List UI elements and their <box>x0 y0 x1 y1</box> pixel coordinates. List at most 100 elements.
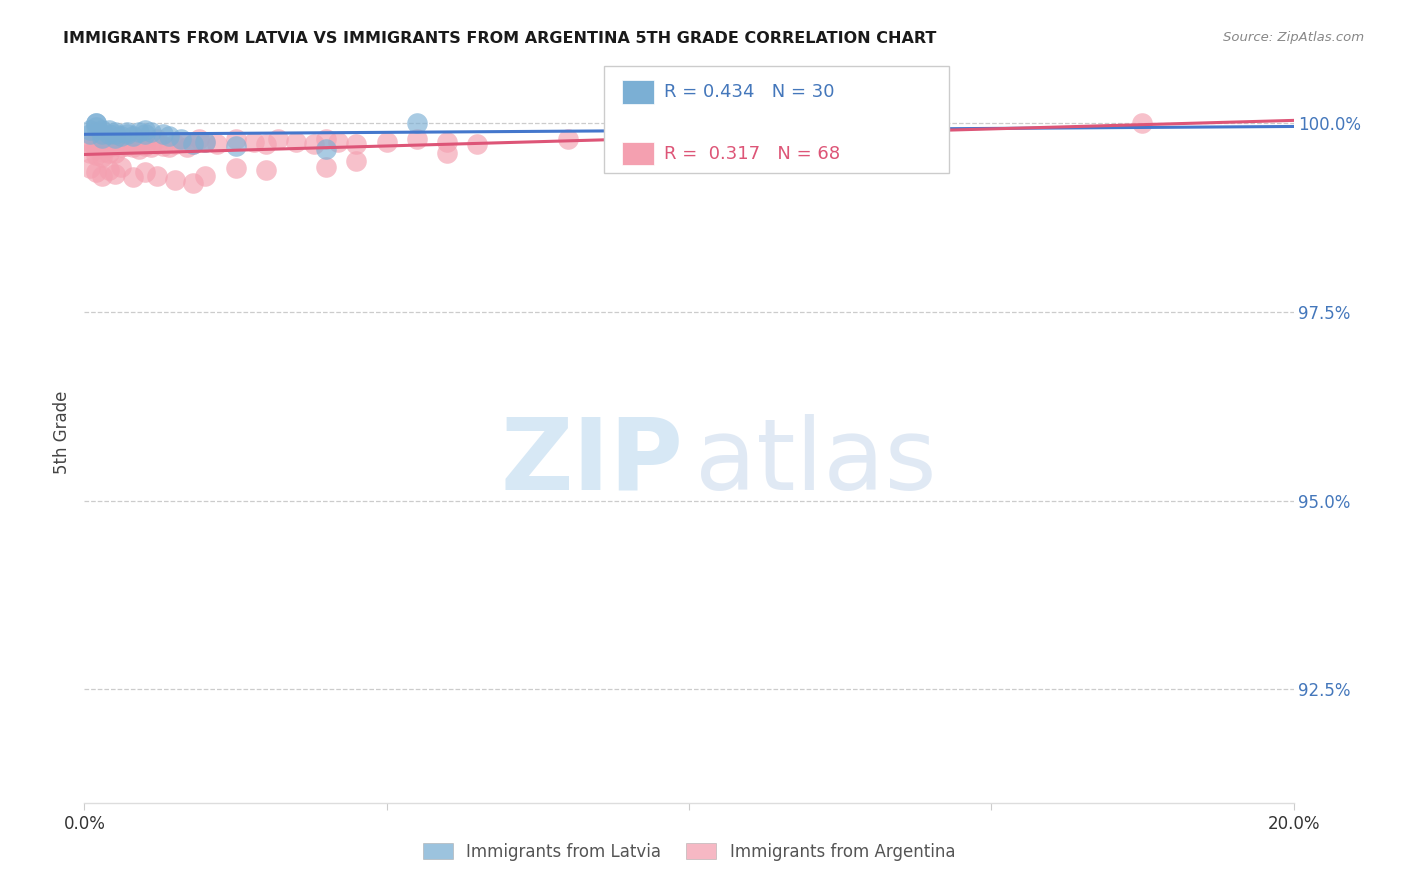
Point <box>91 123 114 137</box>
Text: IMMIGRANTS FROM LATVIA VS IMMIGRANTS FROM ARGENTINA 5TH GRADE CORRELATION CHART: IMMIGRANTS FROM LATVIA VS IMMIGRANTS FRO… <box>63 31 936 46</box>
Point <box>121 129 143 144</box>
Point <box>181 177 204 191</box>
Point <box>346 136 368 151</box>
Point <box>194 135 217 149</box>
Point <box>146 132 169 146</box>
Point <box>91 145 114 159</box>
Point <box>97 123 120 137</box>
FancyBboxPatch shape <box>605 66 949 173</box>
Point <box>315 132 337 146</box>
Legend: Immigrants from Latvia, Immigrants from Argentina: Immigrants from Latvia, Immigrants from … <box>423 843 955 861</box>
Point <box>315 142 337 156</box>
Point <box>134 135 156 149</box>
Point <box>134 123 156 137</box>
Point <box>121 136 143 151</box>
Point <box>79 123 101 137</box>
Point <box>121 170 143 185</box>
Point <box>86 147 108 161</box>
Point <box>225 132 247 146</box>
Point <box>86 165 108 179</box>
Point <box>194 135 217 149</box>
FancyBboxPatch shape <box>623 80 654 103</box>
Point <box>79 138 101 153</box>
Point <box>134 165 156 179</box>
Point <box>254 162 277 177</box>
Point <box>110 140 132 154</box>
Point <box>254 136 277 151</box>
Point <box>157 140 180 154</box>
Point <box>225 161 247 176</box>
Point <box>181 136 204 151</box>
Point <box>128 142 150 156</box>
Point <box>97 140 120 154</box>
Point <box>242 135 264 149</box>
Point <box>557 132 579 146</box>
Point <box>115 127 138 141</box>
Point <box>115 125 138 139</box>
Point <box>436 135 458 149</box>
Point <box>146 136 169 151</box>
Point <box>225 138 247 153</box>
Text: ZIP: ZIP <box>501 414 683 511</box>
Point <box>170 132 193 146</box>
Point <box>91 169 114 183</box>
Point <box>302 136 325 151</box>
Point <box>859 116 882 130</box>
Point <box>128 135 150 149</box>
Point <box>79 135 101 149</box>
Point <box>406 116 429 130</box>
Point <box>267 132 290 146</box>
Point <box>146 169 169 183</box>
Point <box>1130 116 1153 130</box>
Point <box>86 142 108 156</box>
Point <box>152 127 174 141</box>
Point <box>467 136 489 151</box>
Point <box>375 135 398 149</box>
Point <box>79 127 101 141</box>
Point <box>86 116 108 130</box>
Point <box>79 161 101 176</box>
Point <box>97 162 120 177</box>
Point <box>110 160 132 174</box>
Point <box>176 140 198 154</box>
Point <box>97 127 120 141</box>
Point <box>104 125 127 139</box>
Point <box>134 127 156 141</box>
Point <box>285 135 308 149</box>
Y-axis label: 5th Grade: 5th Grade <box>53 391 72 475</box>
Point <box>165 172 187 186</box>
Point <box>207 136 229 151</box>
Text: R =  0.317   N = 68: R = 0.317 N = 68 <box>664 145 839 162</box>
Point <box>91 138 114 153</box>
Text: atlas: atlas <box>695 414 936 511</box>
Point <box>86 116 108 130</box>
Point <box>346 153 368 168</box>
Text: Source: ZipAtlas.com: Source: ZipAtlas.com <box>1223 31 1364 45</box>
Point <box>157 129 180 144</box>
Point <box>115 138 138 153</box>
Point <box>91 150 114 164</box>
Point <box>91 127 114 141</box>
Point <box>97 135 120 149</box>
Point <box>104 136 127 151</box>
Point <box>91 131 114 145</box>
Point <box>194 169 217 183</box>
Point <box>97 146 120 161</box>
Point <box>181 136 204 151</box>
Point <box>121 140 143 154</box>
Point <box>86 120 108 134</box>
Point <box>188 132 211 146</box>
Point <box>104 131 127 145</box>
Point <box>104 167 127 181</box>
Point <box>406 132 429 146</box>
Point <box>134 138 156 153</box>
Point <box>79 146 101 161</box>
Point <box>436 146 458 161</box>
Point <box>139 125 162 139</box>
Point <box>328 135 350 149</box>
Point <box>152 138 174 153</box>
Point <box>104 127 127 141</box>
Point <box>104 146 127 161</box>
Point <box>170 135 193 149</box>
Point <box>110 135 132 149</box>
